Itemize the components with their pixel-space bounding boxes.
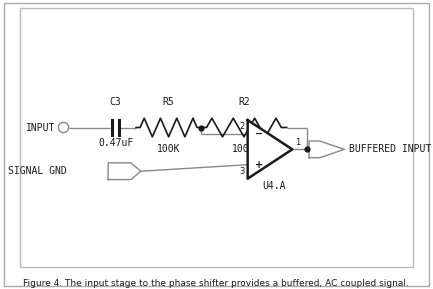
Text: SIGNAL GND: SIGNAL GND (7, 166, 66, 176)
Text: 100K: 100K (157, 144, 181, 154)
Text: 1: 1 (295, 138, 301, 147)
Text: R2: R2 (238, 97, 250, 107)
Text: C3: C3 (110, 97, 122, 107)
Text: BUFFERED INPUT: BUFFERED INPUT (349, 144, 431, 154)
Text: 2: 2 (239, 122, 245, 131)
Text: 100K: 100K (232, 144, 255, 154)
Text: Figure 4. The input stage to the phase shifter provides a buffered, AC coupled s: Figure 4. The input stage to the phase s… (23, 279, 409, 288)
Text: 3: 3 (239, 168, 245, 177)
Text: R5: R5 (163, 97, 174, 107)
Text: INPUT: INPUT (26, 123, 55, 133)
Text: U4.A: U4.A (262, 181, 285, 190)
Polygon shape (248, 120, 292, 179)
Text: 0.47uF: 0.47uF (98, 138, 133, 148)
Text: −: − (255, 129, 263, 139)
Text: +: + (255, 160, 263, 170)
